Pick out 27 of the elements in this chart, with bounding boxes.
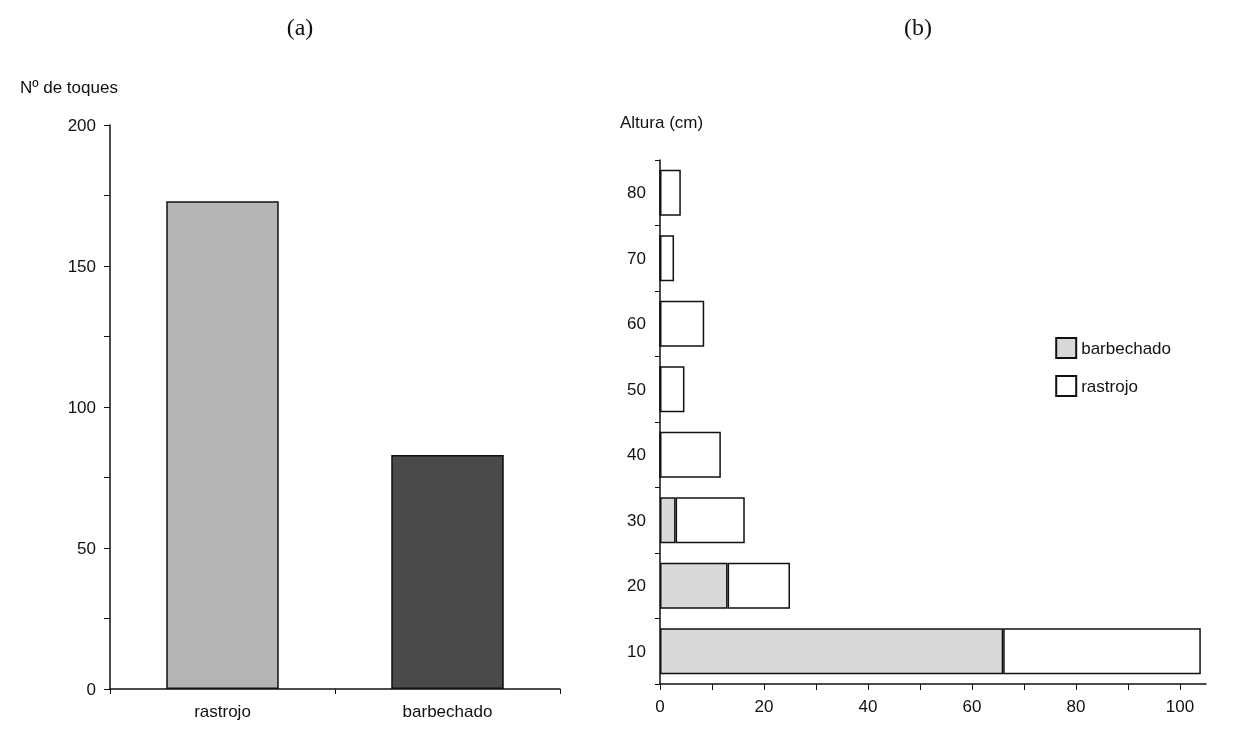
y-tick-label: 60 <box>627 314 646 334</box>
y-tick-label: 0 <box>86 679 96 699</box>
y-axis-title: Altura (cm) <box>620 113 704 132</box>
x-tick-label: 60 <box>962 697 982 716</box>
y-tick-label: 30 <box>627 510 646 530</box>
y-tick-label: 20 <box>627 576 646 596</box>
y-tick-label: 80 <box>627 183 646 203</box>
x-tick-label: barbechado <box>402 702 493 721</box>
x-tick-label: 100 <box>1165 697 1195 716</box>
y-axis-title: Nº de toques <box>20 78 118 97</box>
chart-title: (a) <box>286 14 314 40</box>
legend-label: barbechado <box>1081 338 1172 358</box>
y-tick-label: 150 <box>67 256 96 276</box>
legend-label: rastrojo <box>1081 376 1138 396</box>
y-tick-label: 50 <box>77 538 96 558</box>
y-tick-label: 100 <box>67 397 96 417</box>
x-tick-label: 0 <box>655 697 665 716</box>
y-tick-label: 50 <box>627 379 646 399</box>
chart-title: (b) <box>904 14 932 40</box>
x-tick-label: 80 <box>1066 697 1086 716</box>
y-tick-label: 10 <box>627 641 646 661</box>
x-tick-label: rastrojo <box>194 702 251 721</box>
x-tick-label: 20 <box>754 697 774 716</box>
y-tick-label: 70 <box>627 248 646 268</box>
y-tick-label: 200 <box>67 115 96 135</box>
x-tick-label: 40 <box>858 697 878 716</box>
y-tick-label: 40 <box>627 445 646 465</box>
